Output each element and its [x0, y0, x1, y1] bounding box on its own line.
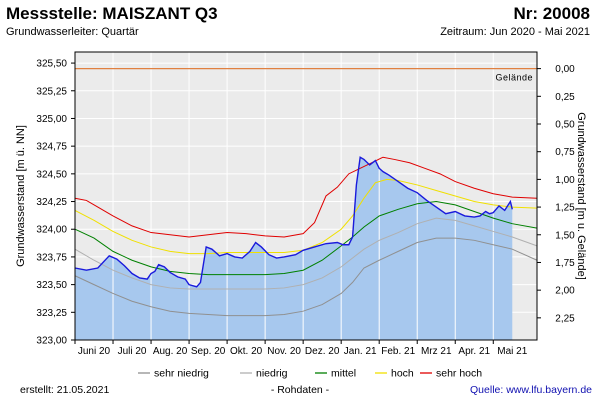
raw-data-note: - Rohdaten -: [270, 384, 330, 396]
series-lines: [74, 156, 538, 317]
gelaende-label: Gelände: [495, 73, 533, 83]
station-number: Nr: 20008: [513, 4, 590, 23]
page-title: Messstelle: MAISZANT Q3: [6, 4, 218, 23]
y-tick-label: 324,75: [36, 142, 67, 153]
legend: sehr niedrig niedrig mittel hoch sehr hoch: [138, 368, 482, 380]
x-tick-label: Sep. 20: [191, 346, 226, 357]
right-tick-label: 0,00: [555, 64, 575, 75]
legend-label-hoch: hoch: [391, 368, 414, 380]
legend-label-mittel: mittel: [331, 368, 356, 380]
right-tick-label: 0,75: [555, 147, 575, 158]
x-tick-label: Mai 21: [497, 346, 527, 357]
vertical-grid: [112, 52, 494, 340]
series-sehr-niedrig: [74, 237, 538, 317]
y-tick-label: 323,75: [36, 252, 67, 263]
right-tick-label: 1,50: [555, 230, 575, 241]
x-tick-label: Mrz 21: [421, 346, 452, 357]
x-tick-label: Okt. 20: [230, 346, 263, 357]
y-tick-label: 323,50: [36, 280, 67, 291]
x-tick-label: Feb. 21: [381, 346, 415, 357]
right-tick-label: 0,50: [555, 120, 575, 131]
right-tick-label: 2,00: [555, 286, 575, 297]
y-axis-left: 323,00 323,25 323,50 323,75 324,00 324,25 324,…: [36, 59, 75, 347]
y-tick-label: 325,00: [36, 114, 67, 125]
right-tick-label: 0,25: [555, 92, 575, 103]
right-tick-label: 2,25: [555, 313, 575, 324]
legend-label-sehr-hoch: sehr hoch: [436, 368, 482, 380]
source-link[interactable]: Quelle: www.lfu.bayern.de: [470, 384, 592, 396]
x-tick-label: Jan. 21: [344, 346, 377, 357]
y-axis-right: 0,00 0,25 0,50 0,75 1,00 1,25 1,50 1,75 2,00 2,25: [537, 64, 575, 324]
y-tick-label: 323,00: [36, 336, 67, 347]
aquifer-label: Grundwasserleiter: Quartär: [6, 26, 139, 38]
gelaende-marker: Gelände: [75, 68, 537, 83]
period-label: Zeitraum: Jun 2020 - Mai 2021: [440, 26, 590, 38]
x-tick-label: Dez. 20: [305, 346, 340, 357]
right-tick-label: 1,25: [555, 203, 575, 214]
y-tick-label: 324,25: [36, 197, 67, 208]
x-tick-label: Juli 20: [118, 346, 147, 357]
legend-label-sehr-niedrig: sehr niedrig: [154, 368, 209, 380]
x-axis: Juni 20 Juli 20 Aug. 20 Sep. 20 Okt. 20 Nov. …: [74, 340, 528, 357]
legend-label-niedrig: niedrig: [256, 368, 288, 380]
x-tick-label: Apr. 21: [458, 346, 490, 357]
x-tick-label: Juni 20: [78, 346, 111, 357]
y-axis-label: Grundwasserstand [m ü. NN]: [15, 125, 27, 267]
y-tick-label: 324,50: [36, 169, 67, 180]
y-axis-right-label: Grundwasserstand [m u. Gelände]: [575, 112, 587, 280]
y-tick-label: 324,00: [36, 225, 67, 236]
right-tick-label: 1,00: [555, 175, 575, 186]
series-niedrig: [74, 217, 538, 290]
series-mittel: [74, 201, 538, 276]
x-tick-label: Nov. 20: [267, 346, 301, 357]
measured-area: [75, 157, 513, 340]
series-hoch: [74, 178, 538, 255]
series-sehr-hoch: [74, 156, 538, 238]
y-tick-label: 325,25: [36, 86, 67, 97]
y-tick-label: 325,50: [36, 59, 67, 70]
y-tick-label: 323,25: [36, 308, 67, 319]
created-date: erstellt: 21.05.2021: [20, 384, 110, 396]
series-measured: [74, 156, 513, 288]
x-tick-label: Aug. 20: [153, 346, 188, 357]
measured-fill: [75, 157, 513, 340]
plot-frame: [74, 51, 538, 341]
right-tick-label: 1,75: [555, 258, 575, 269]
